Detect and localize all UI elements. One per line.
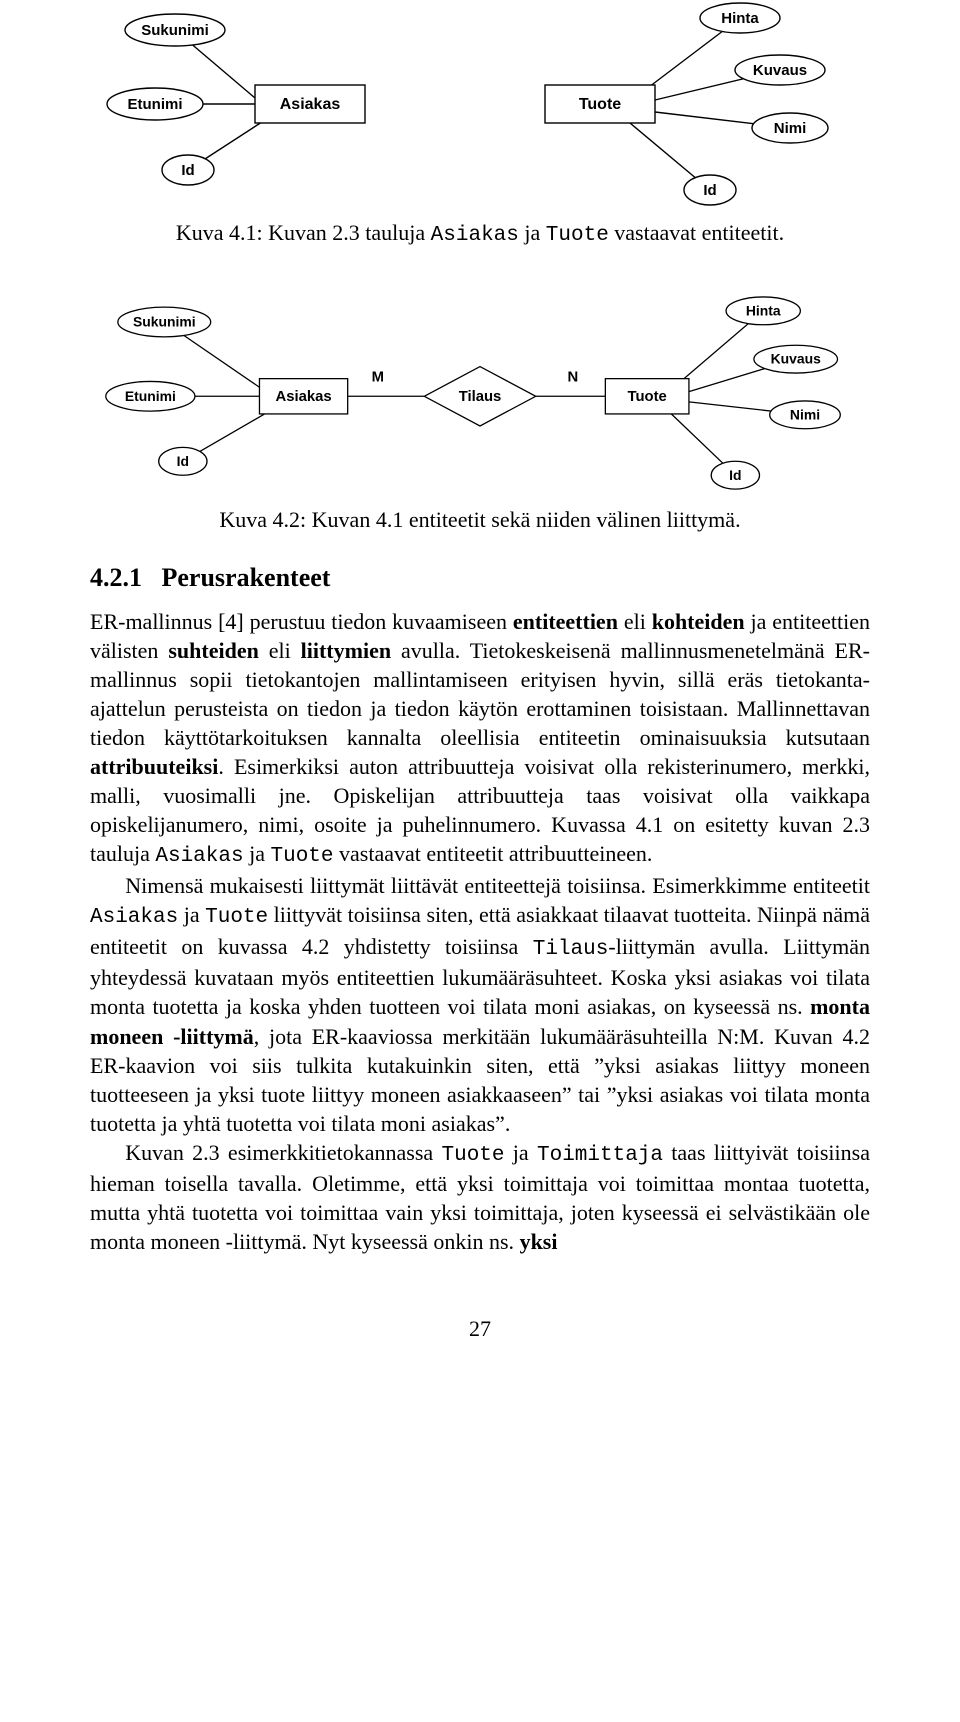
p1-r8: vastaavat entiteetit attribuutteineen. bbox=[334, 841, 653, 866]
caption-4-1-tt-tuote: Tuote bbox=[546, 224, 609, 247]
svg-text:Tilaus: Tilaus bbox=[459, 389, 502, 405]
svg-text:N: N bbox=[567, 370, 578, 386]
caption-4-1: Kuva 4.1: Kuvan 2.3 tauluja Asiakas ja T… bbox=[90, 220, 870, 247]
caption-4-2: Kuva 4.2: Kuvan 4.1 entiteetit sekä niid… bbox=[90, 507, 870, 533]
p2-r2: ja bbox=[178, 902, 205, 927]
er-diagram-2: Asiakas Sukunimi Etunimi Id Tilaus M N Tuote Hin… bbox=[90, 277, 870, 497]
paragraph-2: Nimensä mukaisesti liittymät liittävät e… bbox=[90, 871, 870, 1138]
p1-tt2: Tuote bbox=[270, 845, 333, 868]
caption-4-1-mid: ja bbox=[519, 220, 546, 245]
p1-b1: entiteettien bbox=[513, 609, 618, 634]
svg-text:Tuote: Tuote bbox=[579, 96, 621, 113]
svg-text:Id: Id bbox=[177, 453, 189, 469]
paragraph-1: ER-mallinnus [4] perustuu tiedon kuvaami… bbox=[90, 607, 870, 871]
p1-r2: eli bbox=[618, 609, 652, 634]
p1-r1: ER-mallinnus [4] perustuu tiedon kuvaami… bbox=[90, 609, 513, 634]
svg-text:Id: Id bbox=[729, 467, 741, 483]
p2-tt2: Tuote bbox=[205, 906, 268, 929]
p3-tt2: Toimittaja bbox=[537, 1144, 663, 1167]
caption-4-1-suffix: vastaavat entiteetit. bbox=[609, 220, 784, 245]
svg-text:Id: Id bbox=[703, 182, 716, 199]
svg-text:Hinta: Hinta bbox=[746, 302, 781, 318]
p3-b1: yksi bbox=[520, 1229, 558, 1254]
p1-r4: eli bbox=[259, 638, 301, 663]
p2-tt3: Tilaus bbox=[533, 938, 609, 961]
svg-text:Nimi: Nimi bbox=[790, 406, 820, 422]
page-number: 27 bbox=[90, 1316, 870, 1342]
section-title: Perusrakenteet bbox=[162, 563, 331, 592]
paragraph-3: Kuvan 2.3 esimerkkitietokannassa Tuote j… bbox=[90, 1138, 870, 1257]
p1-b4: liittymien bbox=[301, 638, 391, 663]
svg-text:Sukunimi: Sukunimi bbox=[133, 314, 196, 330]
p2-r1: Nimensä mukaisesti liittymät liittävät e… bbox=[125, 873, 870, 898]
svg-text:Kuvaus: Kuvaus bbox=[753, 62, 807, 79]
p1-b3: suhteiden bbox=[168, 638, 258, 663]
figure-4-2: Asiakas Sukunimi Etunimi Id Tilaus M N Tuote Hin… bbox=[90, 277, 870, 497]
p1-r7: ja bbox=[244, 841, 271, 866]
svg-text:Id: Id bbox=[181, 162, 194, 179]
p3-r2: ja bbox=[505, 1140, 537, 1165]
er-diagram-1: Asiakas Sukunimi Etunimi Id Tuote Hinta Kuvaus… bbox=[90, 0, 870, 210]
svg-text:M: M bbox=[372, 370, 384, 386]
p1-b5: attribuuteiksi bbox=[90, 754, 218, 779]
caption-4-1-tt-asiakas: Asiakas bbox=[431, 224, 519, 247]
p3-r1: Kuvan 2.3 esimerkkitietokannassa bbox=[125, 1140, 441, 1165]
svg-text:Nimi: Nimi bbox=[774, 120, 807, 137]
body-text: ER-mallinnus [4] perustuu tiedon kuvaami… bbox=[90, 607, 870, 1256]
svg-text:Sukunimi: Sukunimi bbox=[141, 22, 209, 39]
p1-b2: kohteiden bbox=[652, 609, 745, 634]
svg-text:Kuvaus: Kuvaus bbox=[771, 351, 821, 367]
figure-4-1: Asiakas Sukunimi Etunimi Id Tuote Hinta Kuvaus… bbox=[90, 0, 870, 210]
p1-tt1: Asiakas bbox=[155, 845, 243, 868]
svg-text:Asiakas: Asiakas bbox=[276, 389, 332, 405]
p2-tt1: Asiakas bbox=[90, 906, 178, 929]
caption-4-1-prefix: Kuva 4.1: Kuvan 2.3 tauluja bbox=[176, 220, 431, 245]
svg-text:Etunimi: Etunimi bbox=[125, 388, 176, 404]
caption-4-2-text: Kuva 4.2: Kuvan 4.1 entiteetit sekä niid… bbox=[219, 507, 740, 532]
section-number: 4.2.1 bbox=[90, 563, 142, 592]
svg-text:Asiakas: Asiakas bbox=[280, 96, 341, 113]
p3-tt1: Tuote bbox=[442, 1144, 505, 1167]
svg-text:Hinta: Hinta bbox=[721, 10, 759, 27]
svg-text:Etunimi: Etunimi bbox=[128, 96, 183, 113]
section-heading: 4.2.1 Perusrakenteet bbox=[90, 563, 870, 593]
svg-text:Tuote: Tuote bbox=[627, 389, 666, 405]
